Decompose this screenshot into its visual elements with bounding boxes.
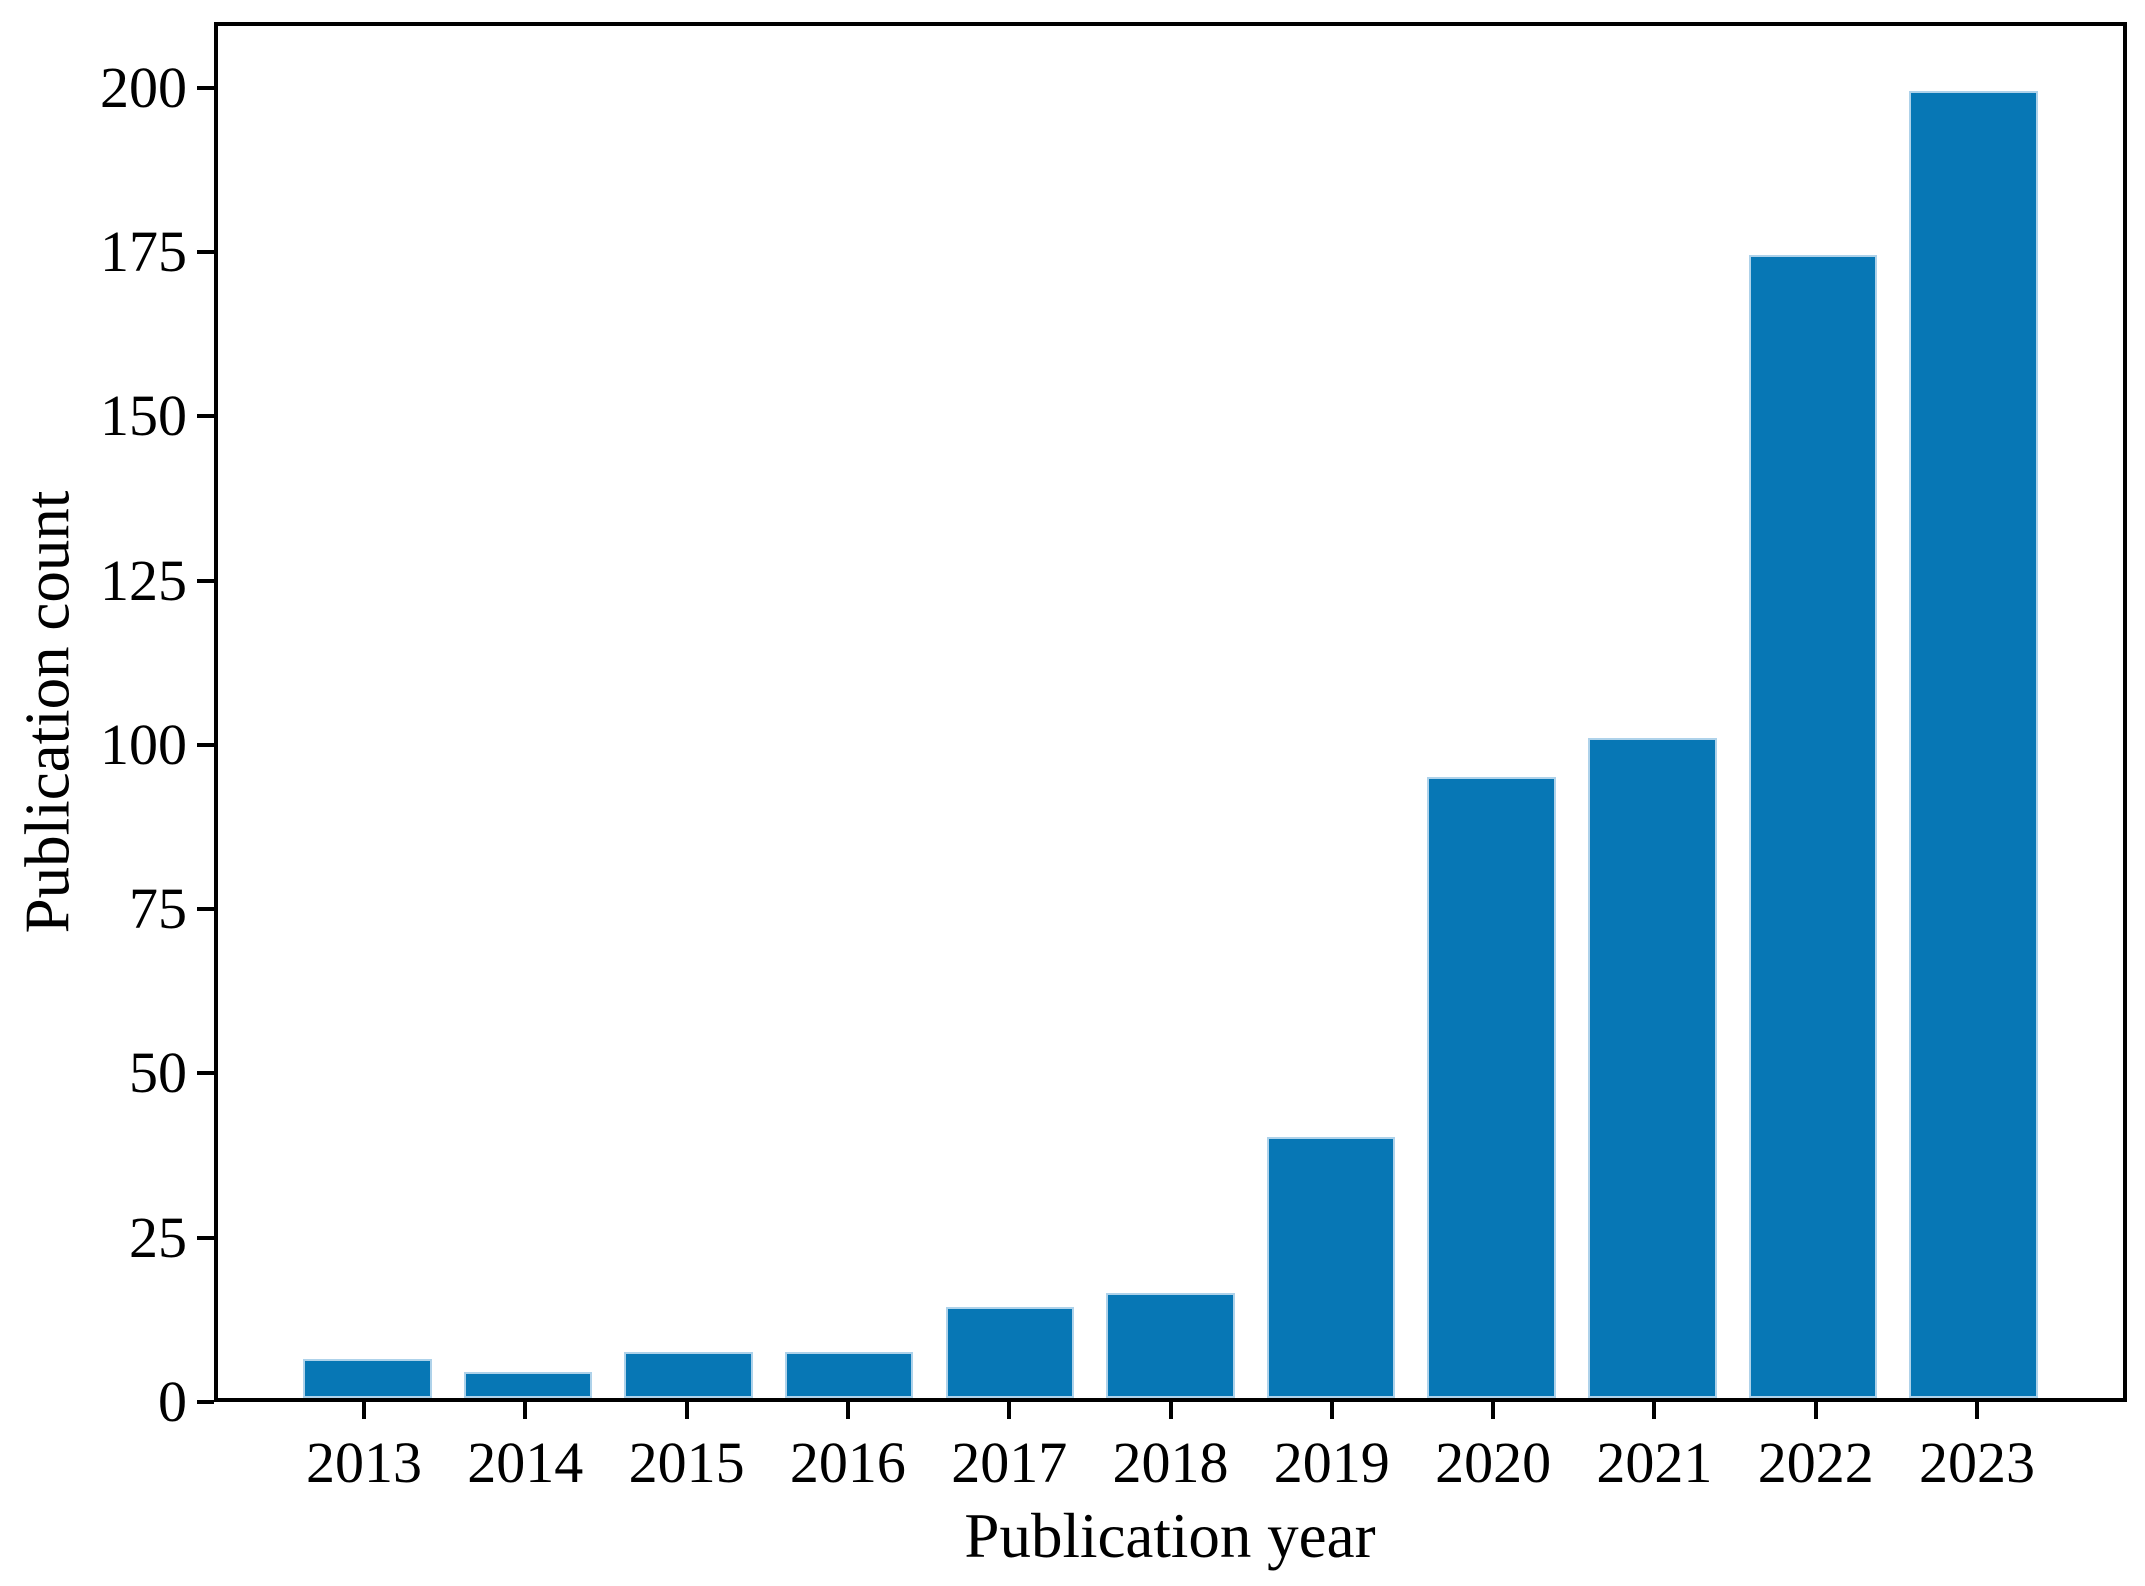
x-tick-label-2023: 2023 [1918, 1430, 2035, 1495]
y-tick-mark-175 [197, 250, 214, 254]
y-tick-label-50: 50 [129, 1040, 187, 1106]
x-tick-mark-2019 [1329, 1402, 1334, 1419]
x-tick-label-2013: 2013 [306, 1430, 422, 1495]
bar-2021 [1588, 738, 1717, 1398]
x-tick-label-2014: 2014 [467, 1430, 584, 1495]
x-tick-mark-2017 [1007, 1402, 1012, 1419]
bar-2013 [303, 1358, 432, 1398]
y-tick-mark-125 [197, 578, 214, 583]
x-tick-label-2015: 2015 [628, 1430, 745, 1495]
x-tick-label-2020: 2020 [1435, 1430, 1552, 1495]
y-tick-label-100: 100 [100, 711, 187, 777]
y-tick-label-175: 175 [100, 219, 187, 284]
y-tick-mark-0 [197, 1400, 214, 1404]
y-tick-mark-150 [197, 414, 214, 419]
x-tick-mark-2014 [523, 1402, 528, 1419]
bar-2016 [785, 1352, 914, 1398]
x-tick-label-2019: 2019 [1273, 1430, 1390, 1495]
x-tick-mark-2023 [1974, 1402, 1979, 1419]
x-tick-mark-2020 [1491, 1402, 1496, 1419]
y-tick-mark-100 [197, 742, 214, 747]
bar-2015 [624, 1352, 753, 1398]
y-axis-title: Publication count [12, 490, 83, 934]
bar-2019 [1266, 1136, 1396, 1398]
y-tick-label-150: 150 [100, 383, 187, 449]
x-tick-mark-2015 [684, 1402, 689, 1419]
x-tick-mark-2022 [1813, 1402, 1818, 1419]
x-tick-mark-2013 [362, 1402, 366, 1419]
plot-area [214, 22, 2127, 1402]
x-tick-mark-2018 [1168, 1402, 1173, 1419]
bar-2023 [1909, 91, 2038, 1398]
x-tick-mark-2016 [845, 1402, 850, 1419]
y-tick-label-75: 75 [129, 876, 187, 942]
y-tick-label-200: 200 [100, 54, 187, 120]
x-tick-label-2018: 2018 [1112, 1430, 1229, 1495]
y-tick-mark-200 [197, 85, 214, 90]
bar-2020 [1427, 777, 1556, 1398]
y-tick-label-125: 125 [100, 547, 187, 613]
y-tick-mark-75 [197, 907, 214, 912]
x-tick-mark-2021 [1652, 1402, 1657, 1419]
x-tick-label-2017: 2017 [951, 1430, 1068, 1495]
bar-2018 [1106, 1293, 1235, 1398]
y-tick-label-0: 0 [158, 1369, 187, 1434]
bar-2014 [463, 1371, 593, 1398]
x-tick-label-2016: 2016 [789, 1430, 906, 1495]
y-tick-mark-25 [197, 1235, 214, 1240]
y-tick-mark-50 [197, 1071, 214, 1076]
bar-2022 [1748, 254, 1878, 1398]
y-tick-label-25: 25 [129, 1204, 187, 1270]
x-tick-label-2021: 2021 [1596, 1430, 1713, 1495]
bar-2017 [945, 1306, 1075, 1398]
x-axis-title: Publication year [964, 1501, 1376, 1571]
x-tick-label-2022: 2022 [1757, 1430, 1874, 1495]
